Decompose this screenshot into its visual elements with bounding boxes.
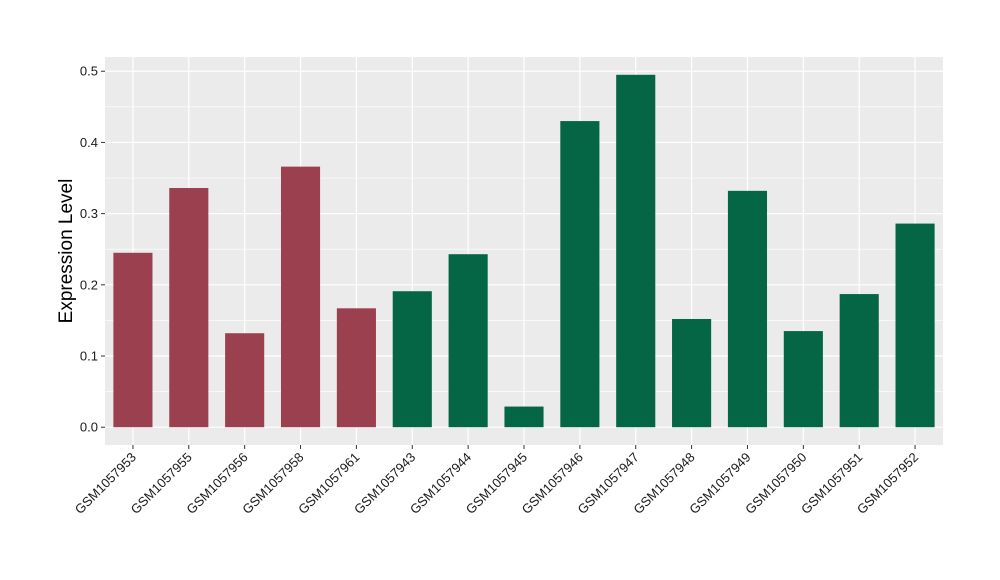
y-axis-title: Expression Level: [56, 179, 77, 324]
bar: [392, 291, 432, 428]
bar: [783, 331, 823, 428]
y-tick-label: 0.4: [80, 135, 98, 150]
bar: [727, 190, 768, 428]
y-tick-label: 0.0: [80, 420, 98, 435]
bar: [672, 318, 712, 428]
bar: [895, 223, 935, 428]
bar: [225, 333, 265, 428]
bars: [113, 74, 935, 428]
y-axis-ticks: 0.0 0.1 0.2 0.3 0.4 0.5: [80, 64, 105, 435]
y-tick-label: 0.3: [80, 206, 98, 221]
bar: [839, 294, 879, 428]
y-tick-label: 0.2: [80, 277, 98, 292]
x-axis-ticks: GSM1057953GSM1057955GSM1057956GSM1057958…: [72, 445, 921, 517]
bar: [504, 406, 544, 428]
bar: [336, 308, 376, 428]
bar: [560, 121, 600, 428]
bar: [169, 187, 209, 428]
bar: [448, 254, 488, 428]
bar: [280, 166, 321, 428]
y-tick-label: 0.5: [80, 64, 98, 79]
y-tick-label: 0.1: [80, 349, 98, 364]
bar: [113, 252, 153, 428]
bar: [616, 74, 656, 428]
